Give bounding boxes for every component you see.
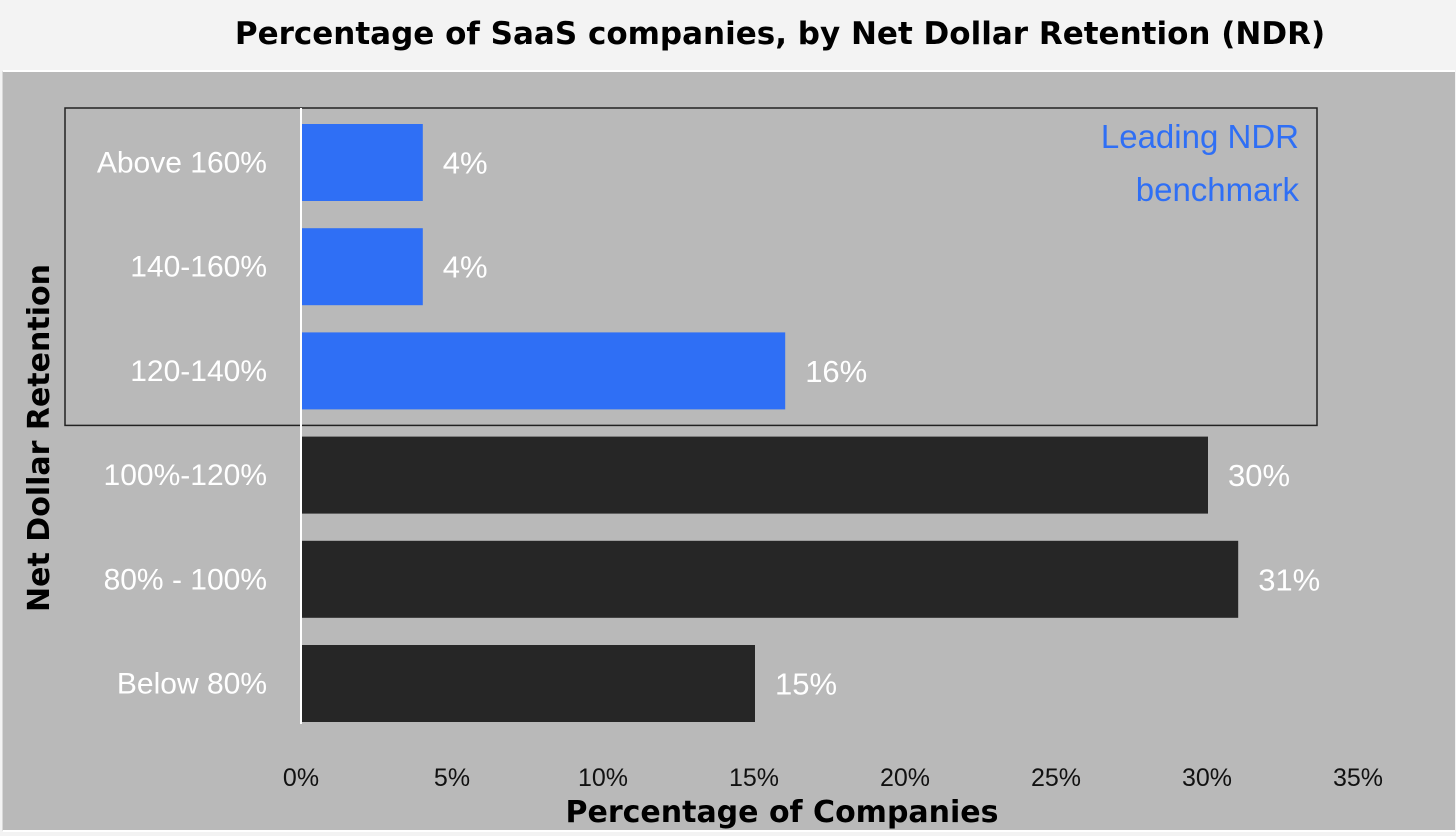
chart-title: Percentage of SaaS companies, by Net Dol… [234,16,1326,52]
x-tick-label: 10% [578,764,628,792]
category-label: Below 80% [117,668,267,701]
annotation-line: benchmark [1136,171,1300,208]
category-label: 140-160% [130,251,267,284]
annotation-line: Leading NDR [1101,118,1299,155]
bar-100-120 [302,436,1208,514]
value-label: 30% [1228,458,1290,493]
x-tick-label: 30% [1182,764,1232,792]
x-tick-label: 25% [1031,764,1081,792]
y-axis-title: Net Dollar Retention [22,264,57,612]
value-label: 31% [1258,562,1320,597]
category-label: 100%-120% [104,459,267,492]
x-tick-label: 20% [880,764,930,792]
bar-chart-svg: Above 160% 4% 140-160% 4% 120-140% 16% 100%-12… [22,107,1383,830]
category-label: 80% - 100% [104,563,267,596]
x-tick-label: 0% [283,764,319,792]
value-label: 4% [443,250,488,285]
bar-80-100 [302,540,1239,618]
bar-above-160 [302,124,423,201]
x-axis-title: Percentage of Companies [565,795,998,830]
value-label: 4% [443,146,488,181]
x-tick-label: 5% [434,764,470,792]
category-label: Above 160% [97,147,267,180]
bar-120-140 [302,332,786,410]
highlight-box [64,107,1318,427]
x-tick-label: 15% [729,764,779,792]
x-tick-label: 35% [1333,764,1383,792]
value-label: 15% [775,667,837,702]
bar-140-160 [302,228,423,306]
bar-below-80 [302,645,755,722]
category-label: 120-140% [130,355,267,388]
value-label: 16% [805,354,867,389]
plot-area: Above 160% 4% 140-160% 4% 120-140% 16% 100%-12… [2,70,1455,832]
